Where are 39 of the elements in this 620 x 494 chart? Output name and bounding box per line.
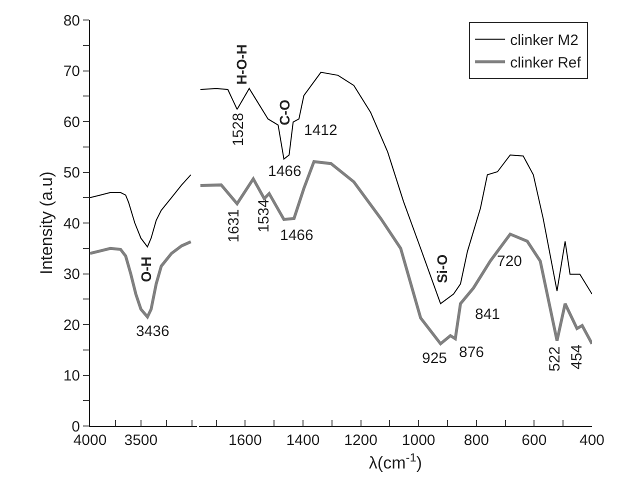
legend-label: clinker M2 [510,32,578,50]
annotation: 1466 [280,227,314,244]
annotation: H-O-H [233,44,250,85]
annotation: 454 [568,344,586,370]
y-tick-label: 80 [63,12,80,30]
annotation: 1534 [255,199,272,233]
y-tick-label: 50 [63,164,80,182]
y-tick-label: 70 [63,63,80,80]
annotation: 841 [475,306,500,323]
x-tick-label: 1400 [286,432,320,449]
annotation: 3436 [136,323,170,340]
x-axis-title: λ(cm$^{-1}$) [368,450,422,472]
annotation: 1528 [230,112,247,146]
x-tick-label: 800 [464,432,489,449]
annotation: 522 [546,346,564,372]
annotation: C-O [276,100,293,126]
x-tick-label: 600 [522,432,547,449]
y-tick-label: 60 [63,114,80,131]
x-tick-label: 400 [579,432,605,449]
legend-label: clinker Ref [510,54,582,72]
x-tick-label: 1200 [344,432,378,449]
line-series [90,174,192,248]
y-axis-title: Intensity (a.u) [36,172,56,274]
annotation: O-H [138,256,154,282]
y-tick-label: 20 [63,316,80,334]
annotation: 1466 [268,163,302,180]
y-tick-label: 30 [63,266,80,283]
line-series [90,240,192,318]
annotation: 1631 [226,209,243,242]
annotation: 925 [422,350,448,367]
annotation: 876 [459,344,484,361]
x-tick-label: 1000 [402,432,436,449]
y-tick-label: 10 [63,368,80,384]
annotation: Si-O [434,254,450,284]
x-tick-label: 3500 [124,432,158,449]
annotation: 1412 [304,122,338,139]
y-tick-label: 40 [63,215,80,232]
x-tick-label: 1600 [228,432,262,449]
annotation: 720 [497,253,522,270]
